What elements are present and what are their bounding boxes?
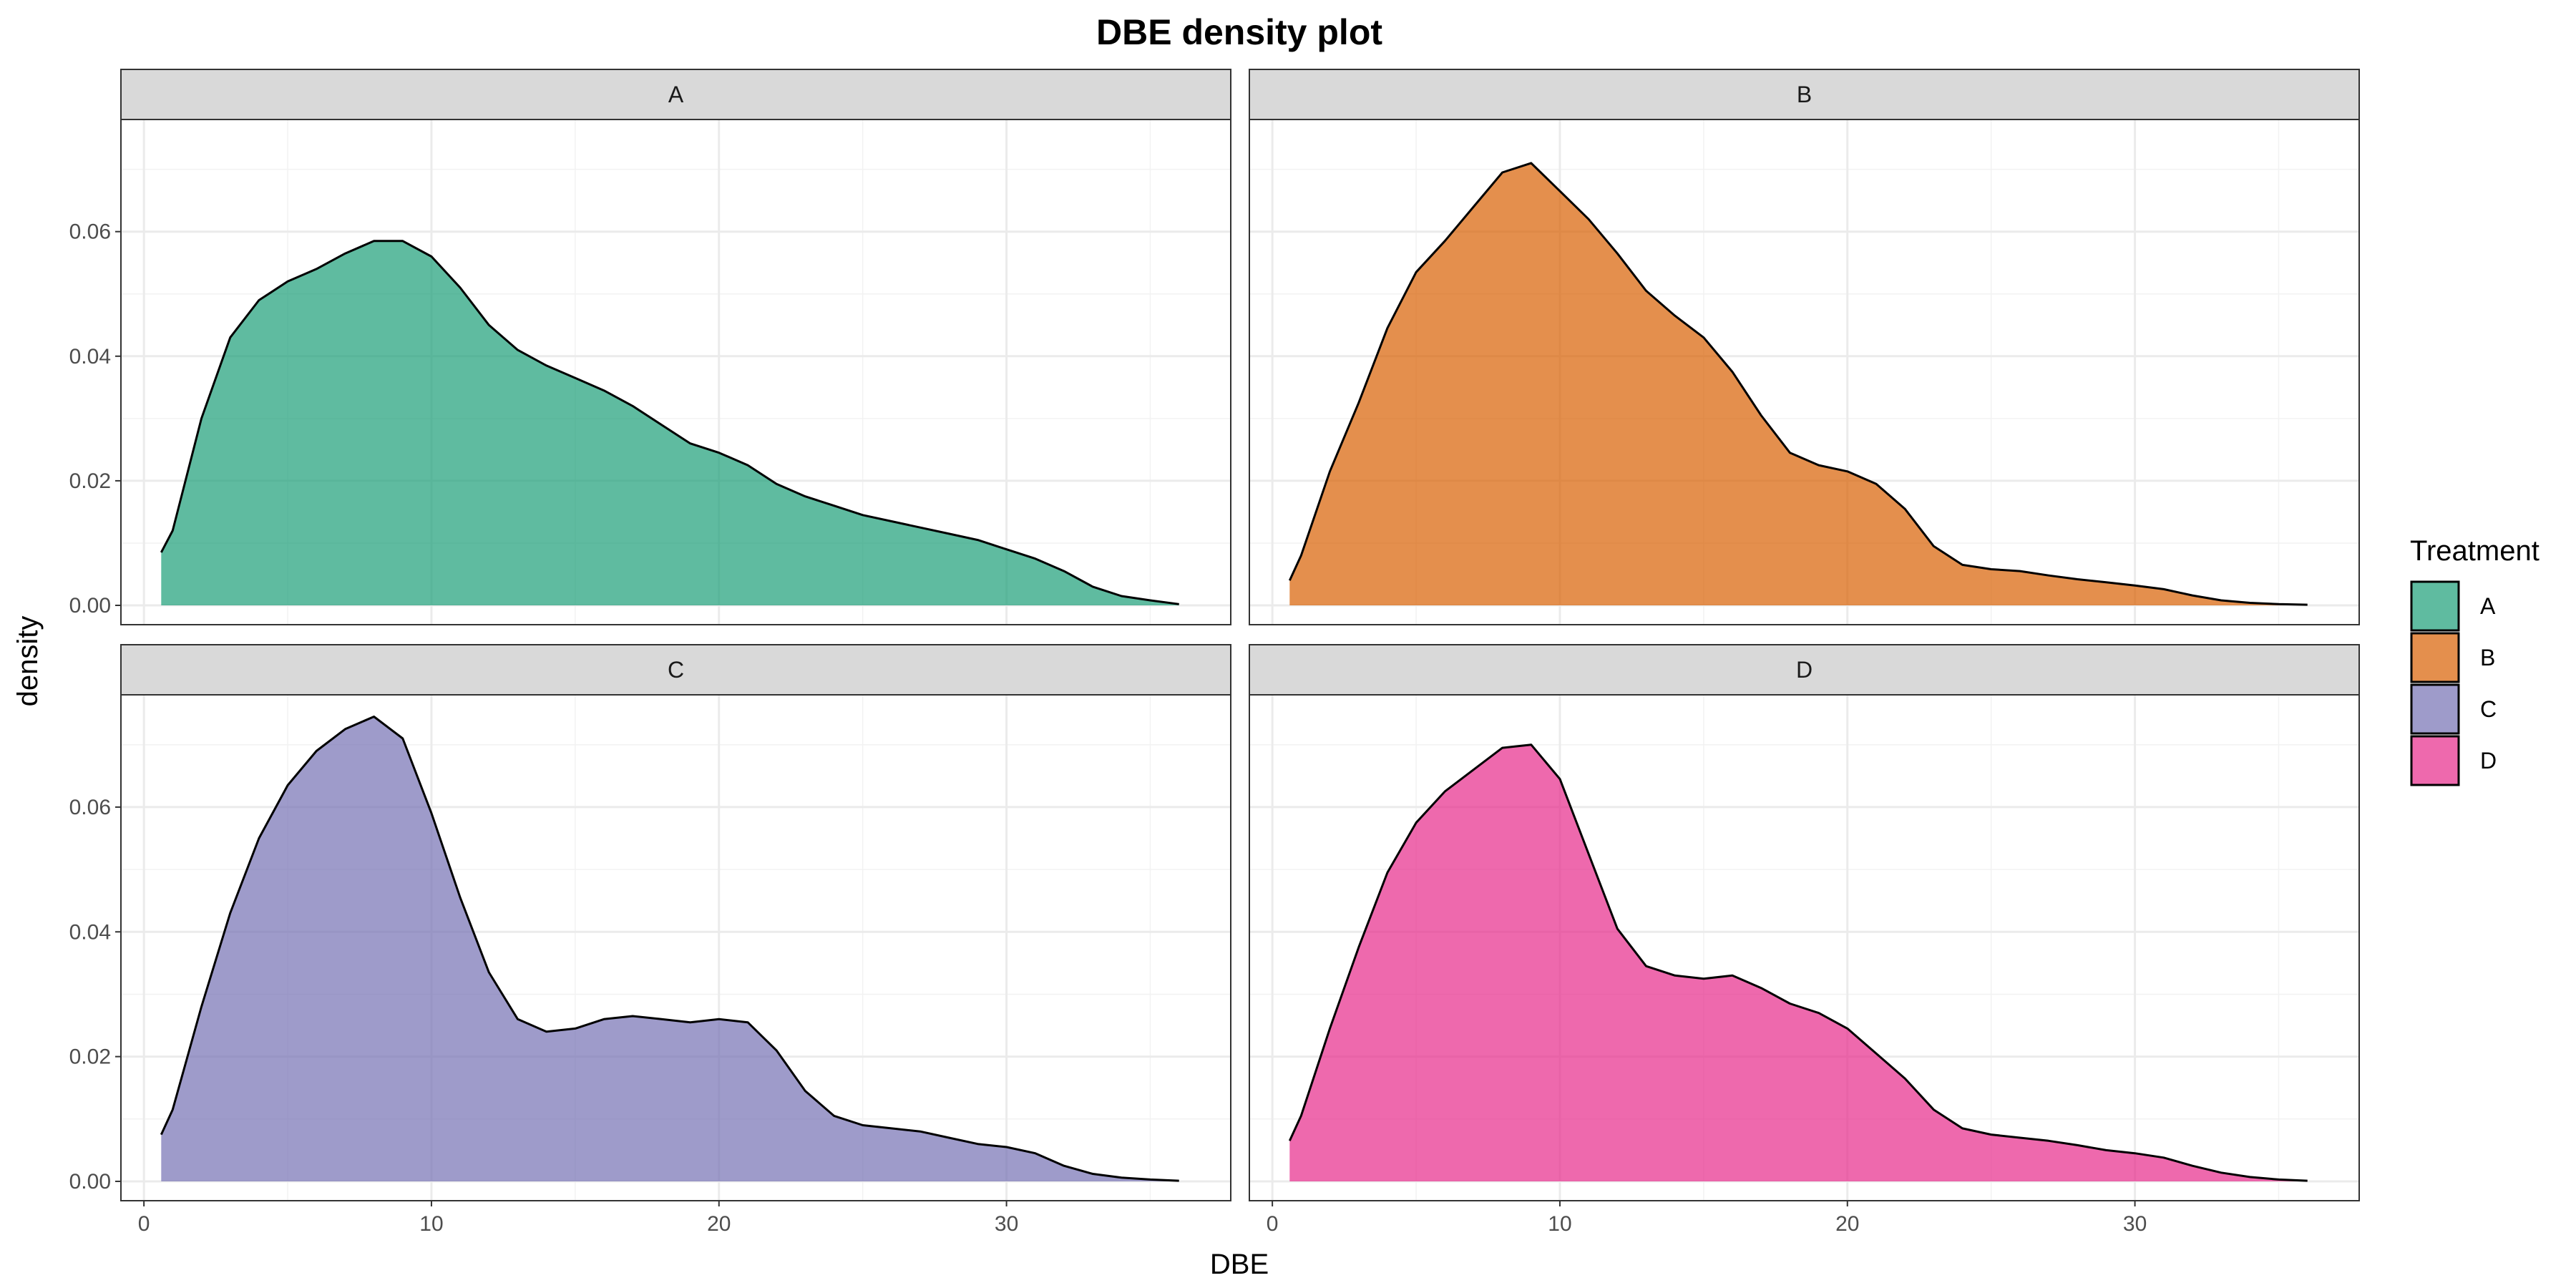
legend-item-c: C xyxy=(2410,683,2497,735)
y-axis-title: density xyxy=(12,616,44,707)
facet-strip xyxy=(120,69,1231,120)
facet-panels: A 0.00 0.02 0.04 0.06 B C 0.00 0.02 0.04 0.06 0 10 20… xyxy=(69,69,2360,1236)
legend-item-d: D xyxy=(2410,735,2497,786)
facet-strip xyxy=(1249,69,2360,120)
legend-item-a: A xyxy=(2410,580,2496,632)
density-line-d xyxy=(1288,743,2308,1182)
facet-strip xyxy=(1249,644,2360,696)
x-tick-label: 20 xyxy=(707,1212,731,1236)
facet-strip-label: D xyxy=(1796,657,1813,683)
x-axis-title: DBE xyxy=(1210,1249,1269,1280)
x-tick-label: 30 xyxy=(995,1212,1018,1236)
y-tick-label: 0.00 xyxy=(69,594,111,618)
density-area-a xyxy=(161,240,1179,605)
x-tick-label: 10 xyxy=(1548,1212,1571,1236)
y-tick-label: 0.06 xyxy=(69,220,111,244)
legend-label: B xyxy=(2480,645,2495,670)
density-line-a xyxy=(160,240,1179,605)
y-tick-label: 0.06 xyxy=(69,796,111,819)
x-tick-label: 10 xyxy=(419,1212,443,1236)
facet-strip-label: A xyxy=(668,82,684,107)
y-tick-label: 0.04 xyxy=(69,920,111,944)
legend-item-b: B xyxy=(2410,632,2495,683)
facet-panel-c: C 0.00 0.02 0.04 0.06 0 10 20 30 xyxy=(69,644,1231,1236)
legend-label: C xyxy=(2480,696,2497,722)
y-tick-label: 0.04 xyxy=(69,345,111,369)
facet-panel-a: A 0.00 0.02 0.04 0.06 xyxy=(69,69,1231,625)
x-tick-label: 30 xyxy=(2123,1212,2147,1236)
panel-border xyxy=(120,694,1231,1201)
density-line-c xyxy=(160,716,1179,1182)
y-tick-label: 0.00 xyxy=(69,1170,111,1194)
legend-key xyxy=(2410,632,2460,683)
legend-key xyxy=(2410,580,2460,632)
legend-title: Treatment xyxy=(2410,535,2540,567)
legend: Treatment A B CD xyxy=(2410,535,2540,786)
facet-panel-d: D 0 10 20 30 xyxy=(1249,644,2360,1236)
y-tick-label: 0.02 xyxy=(69,1045,111,1069)
density-area-c xyxy=(161,716,1179,1181)
legend-label: A xyxy=(2480,593,2496,619)
legend-key xyxy=(2410,683,2460,735)
density-area-b xyxy=(1289,162,2308,605)
y-tick-label: 0.02 xyxy=(69,469,111,493)
facet-strip-label: C xyxy=(668,657,684,683)
x-tick-label: 20 xyxy=(1835,1212,1859,1236)
x-tick-label: 0 xyxy=(1267,1212,1279,1236)
facet-panel-b: B xyxy=(1249,69,2360,625)
x-tick-label: 0 xyxy=(138,1212,150,1236)
density-line-b xyxy=(1288,162,2308,606)
panel-border xyxy=(1249,694,2360,1201)
legend-key xyxy=(2410,735,2460,786)
panel-border xyxy=(120,119,1231,625)
facet-strip-label: B xyxy=(1797,82,1812,107)
chart-title: DBE density plot xyxy=(1096,12,1382,52)
facet-strip xyxy=(120,644,1231,696)
panel-border xyxy=(1249,119,2360,625)
density-area-d xyxy=(1289,744,2308,1181)
legend-label: D xyxy=(2480,748,2497,774)
